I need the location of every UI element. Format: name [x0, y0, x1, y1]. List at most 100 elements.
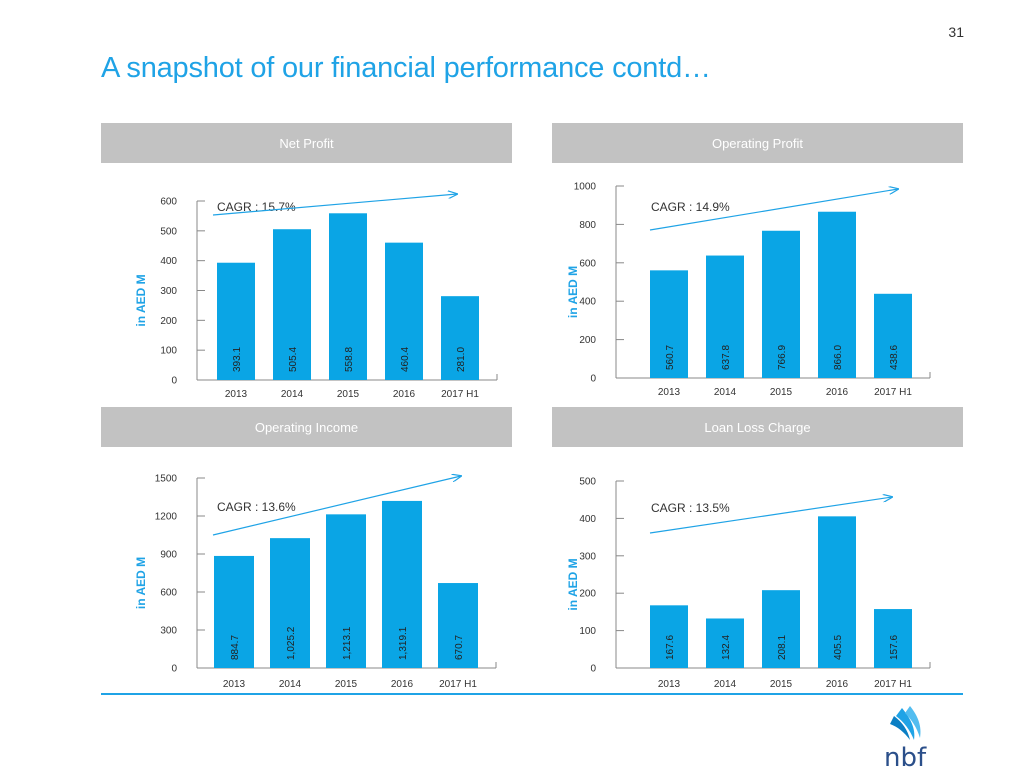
- y-tick-label: 300: [160, 626, 177, 637]
- trend-arrow: [212, 476, 461, 536]
- bar: [326, 514, 366, 668]
- bar-value-label: 670.7: [454, 635, 465, 660]
- y-tick-label: 500: [160, 226, 177, 237]
- bar: [762, 230, 800, 378]
- nbf-logo: nbf: [884, 706, 927, 770]
- category-label: 2014: [281, 389, 304, 400]
- y-axis-title: in AED M: [134, 274, 148, 326]
- category-label: 2015: [335, 679, 358, 690]
- category-label: 2014: [714, 387, 737, 398]
- category-label: 2017 H1: [874, 387, 912, 398]
- bar-value-label: 438.6: [889, 345, 900, 370]
- bar: [270, 538, 310, 668]
- cagr-label: CAGR : 14.9%: [651, 200, 730, 214]
- cagr-label: CAGR : 13.5%: [651, 501, 730, 515]
- category-label: 2016: [826, 387, 849, 398]
- category-label: 2013: [225, 389, 248, 400]
- loan-loss-charge-panel: Loan Loss Charge 0 100 200 300 400 500 in AED …: [552, 407, 963, 692]
- category-label: 2016: [826, 679, 849, 690]
- trend-arrow: [212, 194, 457, 216]
- y-tick-label: 900: [160, 550, 177, 561]
- cagr-label: CAGR : 13.6%: [217, 500, 296, 514]
- operating-profit-header: Operating Profit: [552, 123, 963, 163]
- bar: [650, 270, 688, 378]
- bar: [441, 296, 479, 380]
- bar-value-label: 1,213.1: [342, 626, 353, 660]
- bar-value-label: 157.6: [889, 635, 900, 660]
- bar-value-label: 884.7: [230, 635, 241, 660]
- page-title: A snapshot of our financial performance …: [101, 52, 711, 84]
- bar: [706, 618, 744, 668]
- net-profit-chart: 0 100 200 300 400 500 600 in AED M 393.1 2013 505.…: [134, 123, 498, 400]
- bar: [706, 255, 744, 378]
- logo-wordmark: nbf: [884, 743, 927, 770]
- nbf-wing-icon: [890, 706, 921, 740]
- y-tick-label: 400: [579, 297, 596, 308]
- y-tick-label: 200: [160, 316, 177, 327]
- bar-value-label: 281.0: [456, 347, 467, 372]
- y-tick-label: 300: [160, 286, 177, 297]
- net-profit-panel: Net Profit 0 100 200 300 400 500 600 in AED M 39…: [101, 123, 512, 403]
- bar-value-label: 132.4: [721, 635, 732, 660]
- y-tick-label: 200: [579, 335, 596, 346]
- category-label: 2013: [658, 387, 681, 398]
- category-label: 2017 H1: [874, 679, 912, 690]
- category-label: 2017 H1: [441, 389, 479, 400]
- bar-value-label: 866.0: [833, 345, 844, 370]
- y-tick-label: 500: [579, 477, 596, 488]
- bar-value-label: 766.9: [777, 345, 788, 370]
- bar: [818, 516, 856, 668]
- footer-divider: [101, 693, 963, 695]
- bar: [385, 242, 423, 380]
- bar-value-label: 405.5: [833, 635, 844, 660]
- bar-value-label: 393.1: [232, 347, 243, 372]
- y-tick-label: 1000: [574, 182, 597, 193]
- bar: [874, 609, 912, 668]
- bar: [329, 213, 367, 380]
- y-tick-label: 400: [579, 514, 596, 525]
- bar: [382, 500, 422, 668]
- bar-value-label: 460.4: [400, 347, 411, 372]
- loan-loss-charge-chart: 0 100 200 300 400 500 in AED M 167.6 2013 132.4 20…: [566, 477, 931, 690]
- bar: [217, 262, 255, 380]
- page-number: 31: [948, 24, 964, 40]
- bar-value-label: 560.7: [665, 345, 676, 370]
- y-tick-label: 400: [160, 256, 177, 267]
- bar: [438, 583, 478, 668]
- category-label: 2015: [770, 387, 793, 398]
- category-label: 2013: [223, 679, 246, 690]
- y-tick-label: 300: [579, 551, 596, 562]
- y-axis-title: in AED M: [134, 557, 148, 609]
- operating-profit-chart: 0 200 400 600 800 1000 in AED M 560.7 2013 637.8 2…: [566, 182, 931, 398]
- category-label: 2017 H1: [439, 679, 477, 690]
- category-label: 2014: [279, 679, 302, 690]
- bar: [214, 555, 254, 668]
- category-label: 2013: [658, 679, 681, 690]
- operating-income-chart: 0 300 600 900 1200 1500 in AED M 884.7 2013 1,025…: [134, 474, 497, 690]
- category-label: 2015: [770, 679, 793, 690]
- category-label: 2016: [391, 679, 414, 690]
- net-profit-header: Net Profit: [101, 123, 512, 163]
- y-tick-label: 0: [171, 376, 177, 387]
- cagr-label: CAGR : 15.7%: [217, 200, 296, 214]
- bar-value-label: 558.8: [344, 347, 355, 372]
- trend-arrow: [649, 497, 892, 534]
- y-tick-label: 0: [171, 664, 177, 675]
- bar: [273, 229, 311, 380]
- category-label: 2015: [337, 389, 360, 400]
- loan-loss-charge-header: Loan Loss Charge: [552, 407, 963, 447]
- bar-value-label: 167.6: [665, 635, 676, 660]
- operating-profit-panel: Operating Profit 0 200 400 600 800 1000 in AED…: [552, 123, 963, 403]
- y-axis-title: in AED M: [566, 266, 580, 318]
- trend-arrow: [649, 189, 898, 231]
- bar-value-label: 637.8: [721, 345, 732, 370]
- bar: [818, 211, 856, 378]
- y-tick-label: 100: [160, 346, 177, 357]
- y-tick-label: 1200: [155, 512, 178, 523]
- bar-value-label: 1,025.2: [286, 626, 297, 660]
- y-tick-label: 100: [579, 626, 596, 637]
- y-tick-label: 0: [590, 664, 596, 675]
- bar: [762, 590, 800, 668]
- y-tick-label: 600: [160, 197, 177, 208]
- bar: [650, 605, 688, 668]
